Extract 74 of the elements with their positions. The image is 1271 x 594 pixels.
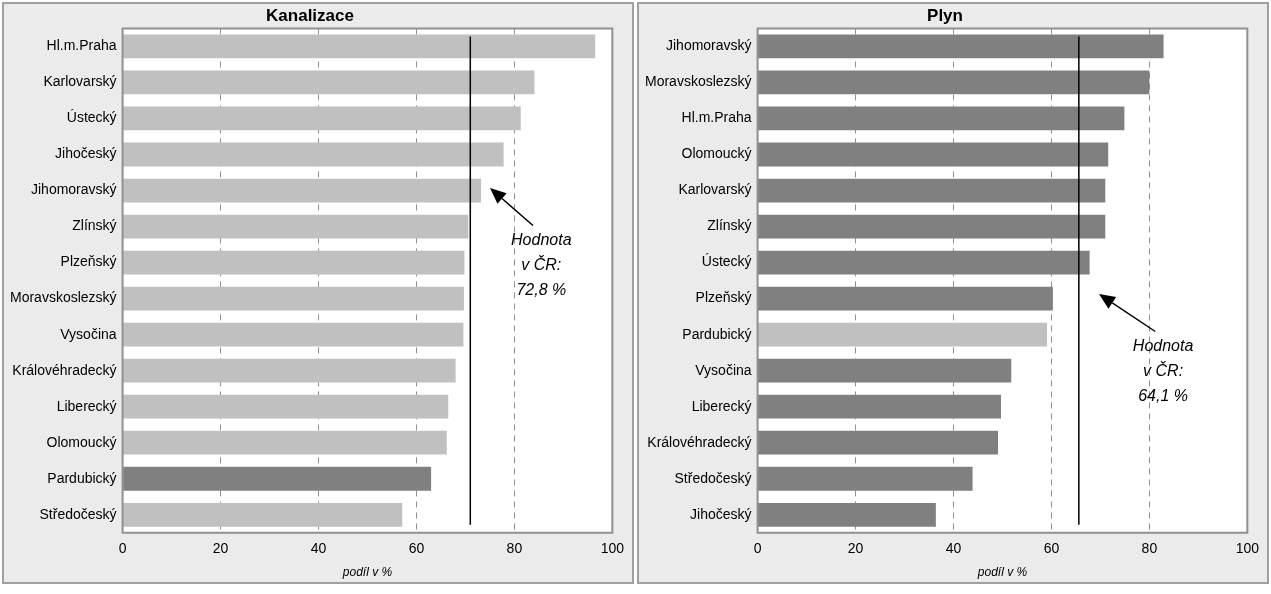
bar [758, 250, 1090, 275]
x-tick-label: 0 [118, 540, 127, 557]
bar [123, 466, 432, 491]
x-tick-label: 0 [753, 540, 762, 557]
y-tick-label: Olomoucký [681, 145, 752, 162]
y-tick-label: Hl.m.Praha [46, 37, 117, 54]
x-tick-label: 80 [506, 540, 523, 557]
x-tick-label: 100 [600, 540, 625, 557]
y-tick-label: Vysočina [695, 361, 752, 378]
bar [758, 394, 1001, 419]
y-tick-label: Zlínský [707, 217, 752, 234]
bar [123, 250, 465, 275]
y-tick-label: Hl.m.Praha [681, 109, 752, 126]
x-tick-label: 20 [212, 540, 229, 557]
bar [123, 34, 596, 59]
y-tick-label: Karlovarský [678, 181, 752, 198]
bar [758, 502, 936, 527]
y-tick-label: Ústecký [66, 109, 117, 126]
y-tick-label: Moravskoslezský [9, 289, 117, 306]
y-tick-label: Plzeňský [60, 253, 117, 270]
y-tick-label: Jihomoravský [30, 181, 117, 198]
bar [123, 394, 449, 419]
annotation: Hodnota v ČR: 64,1 % [1132, 336, 1194, 404]
y-tick-label: Jihomoravský [665, 37, 752, 54]
y-tick-label: Karlovarský [43, 73, 117, 90]
bar [758, 70, 1150, 95]
y-tick-label: Liberecký [691, 397, 752, 414]
bar [123, 322, 464, 347]
y-tick-label: Olomoucký [46, 433, 117, 450]
bar [758, 286, 1053, 311]
chart-title: Plyn [927, 5, 963, 25]
bar [758, 430, 999, 455]
bar [123, 70, 535, 95]
y-tick-label: Vysočina [60, 325, 117, 342]
bar [758, 466, 973, 491]
bar [123, 502, 403, 527]
x-axis-title: podíl v % [976, 565, 1028, 580]
y-tick-label: Královéhradecký [12, 361, 117, 378]
bar [123, 178, 482, 203]
chart-title: Kanalizace [266, 5, 354, 25]
bar [123, 214, 469, 239]
x-tick-label: 80 [1141, 540, 1158, 557]
bar [758, 214, 1106, 239]
y-tick-label: Jihočeský [55, 145, 117, 162]
y-tick-label: Středočeský [674, 469, 752, 486]
x-tick-label: 40 [310, 540, 327, 557]
bar [758, 142, 1109, 167]
y-tick-label: Královéhradecký [647, 433, 752, 450]
x-axis-title: podíl v % [341, 565, 393, 580]
y-tick-label: Středočeský [39, 505, 117, 522]
y-tick-label: Pardubický [682, 325, 752, 342]
bar [758, 178, 1106, 203]
bar [123, 286, 464, 311]
y-tick-label: Jihočeský [690, 505, 752, 522]
bar [123, 430, 447, 455]
annotation: Hodnota v ČR: 72,8 % [511, 230, 572, 298]
x-tick-label: 100 [1235, 540, 1260, 557]
y-tick-label: Zlínský [72, 217, 117, 234]
y-tick-label: Liberecký [56, 397, 117, 414]
bar [758, 106, 1125, 131]
bar [123, 358, 456, 383]
x-tick-label: 40 [945, 540, 962, 557]
y-tick-label: Pardubický [47, 469, 117, 486]
y-tick-label: Plzeňský [695, 289, 752, 306]
bar [758, 34, 1164, 59]
bar [758, 358, 1012, 383]
x-tick-label: 60 [408, 540, 425, 557]
x-tick-label: 60 [1043, 540, 1060, 557]
bar [758, 322, 1048, 347]
x-tick-label: 20 [847, 540, 864, 557]
y-tick-label: Ústecký [701, 253, 752, 270]
y-tick-label: Moravskoslezský [644, 73, 752, 90]
bar [123, 142, 504, 167]
bar [123, 106, 521, 131]
